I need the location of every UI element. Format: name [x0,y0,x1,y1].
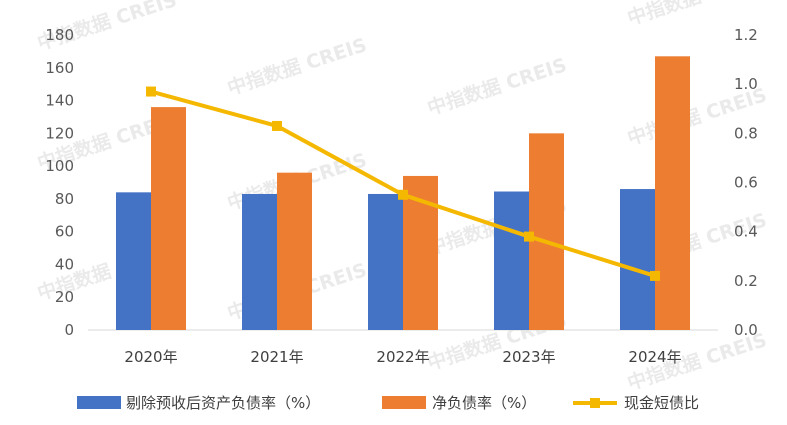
legend-swatch-asset-liability-ratio [77,396,121,409]
x-tick-label: 2020年 [124,348,177,366]
legend-swatch-marker [590,398,600,408]
line-point-marker [650,270,660,281]
line-point-marker [272,120,282,131]
right-tick-label: 0.6 [734,174,758,192]
left-tick-label: 60 [55,223,74,241]
bar-asset-liability-ratio [368,193,403,330]
x-axis-ticks: 2020年 2021年 2022年 2023年 2024年 [124,348,681,366]
bars [116,56,690,331]
left-tick-label: 120 [45,124,74,142]
left-tick-label: 160 [45,59,74,77]
line-series [146,86,660,281]
bar-asset-liability-ratio [494,191,529,330]
left-tick-label: 40 [55,255,74,273]
left-tick-label: 180 [45,26,74,44]
right-tick-label: 1.0 [734,75,758,93]
bar-net-debt-ratio [655,56,690,331]
legend-label: 净负债率（%） [432,394,536,412]
legend-label: 现金短债比 [624,394,699,412]
bar-net-debt-ratio [151,107,186,330]
bar-net-debt-ratio [277,172,312,330]
bar-asset-liability-ratio [620,189,655,330]
watermark-text: 中指数据 CREIS [424,53,569,120]
legend-swatch-net-debt-ratio [382,396,426,409]
watermark-text: 中指数据 CREIS [224,33,369,100]
left-axis-ticks: 0 20 40 60 80 100 120 140 160 180 [45,26,74,339]
bar-asset-liability-ratio [116,192,151,330]
line-point-marker [398,189,408,200]
right-tick-label: 0.8 [734,124,758,142]
left-tick-label: 140 [45,92,74,110]
x-tick-label: 2024年 [628,348,681,366]
line-point-marker [524,231,534,242]
bar-net-debt-ratio [529,133,564,330]
x-tick-label: 2023年 [502,348,555,366]
left-tick-label: 80 [55,190,74,208]
legend: 剔除预收后资产负债率（%） 净负债率（%） 现金短债比 [77,394,699,412]
right-tick-label: 0.0 [734,321,758,339]
left-tick-label: 20 [55,288,74,306]
right-tick-label: 0.2 [734,272,758,290]
right-tick-label: 0.4 [734,223,758,241]
right-axis-ticks: 0.0 0.2 0.4 0.6 0.8 1.0 1.2 [734,26,758,339]
right-tick-label: 1.2 [734,26,758,44]
left-tick-label: 0 [64,321,74,339]
bar-asset-liability-ratio [242,193,277,330]
x-tick-label: 2021年 [250,348,303,366]
x-tick-label: 2022年 [376,348,429,366]
line-point-marker [146,86,156,97]
left-tick-label: 100 [45,157,74,175]
legend-label: 剔除预收后资产负债率（%） [126,394,320,412]
